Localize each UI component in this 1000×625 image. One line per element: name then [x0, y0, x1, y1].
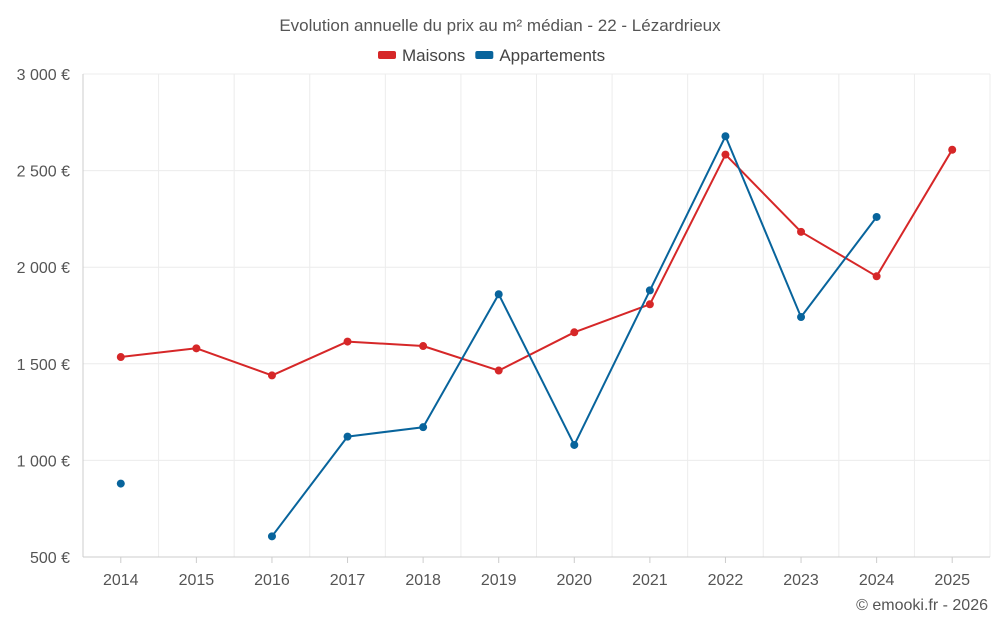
data-point-maisons-2022[interactable] [721, 150, 730, 159]
data-point-appartements-2016[interactable] [267, 532, 276, 541]
x-tick-label: 2015 [179, 572, 215, 589]
y-tick-label: 3 000 € [17, 67, 70, 84]
data-point-maisons-2014[interactable] [116, 353, 125, 362]
x-tick-label: 2019 [481, 572, 517, 589]
data-point-appartements-2022[interactable] [721, 132, 730, 141]
data-point-maisons-2017[interactable] [343, 337, 352, 346]
grid [83, 73, 991, 557]
x-tick-label: 2024 [859, 572, 895, 589]
y-tick-label: 2 500 € [17, 164, 70, 181]
data-point-appartements-2023[interactable] [797, 313, 806, 322]
data-point-appartements-2017[interactable] [343, 432, 352, 441]
data-point-maisons-2023[interactable] [797, 227, 806, 236]
data-point-maisons-2016[interactable] [267, 371, 276, 380]
data-point-maisons-2025[interactable] [948, 145, 957, 154]
credit-text: © emooki.fr - 2026 [856, 597, 988, 614]
data-point-appartements-2020[interactable] [570, 440, 579, 449]
data-point-maisons-2019[interactable] [494, 366, 503, 375]
legend-label: Appartements [499, 46, 605, 65]
y-tick-label: 1 500 € [17, 357, 70, 374]
data-point-appartements-2018[interactable] [419, 423, 428, 432]
legend-label: Maisons [402, 46, 465, 65]
legend-swatch [475, 51, 494, 59]
y-tick-label: 1 000 € [17, 453, 70, 470]
x-tick-label: 2017 [330, 572, 366, 589]
data-point-appartements-2024[interactable] [872, 212, 881, 221]
legend-item-maisons[interactable]: Maisons [378, 46, 465, 65]
series-group [116, 132, 957, 541]
data-point-maisons-2021[interactable] [645, 300, 654, 309]
data-point-maisons-2024[interactable] [872, 272, 881, 281]
chart-title: Evolution annuelle du prix au m² médian … [279, 16, 721, 35]
x-tick-label: 2022 [708, 572, 744, 589]
x-tick-label: 2016 [254, 572, 290, 589]
data-point-appartements-2014[interactable] [116, 479, 125, 488]
axes: 500 € 1 000 € 1 500 € 2 000 € 2 500 € 3 000 €… [17, 67, 990, 589]
legend-swatch [378, 51, 396, 59]
data-point-maisons-2018[interactable] [419, 342, 428, 351]
y-tick-label: 500 € [30, 550, 70, 567]
legend: Maisons Appartements [378, 46, 605, 65]
data-point-maisons-2015[interactable] [192, 344, 201, 353]
data-point-appartements-2019[interactable] [494, 290, 503, 299]
x-tick-label: 2021 [632, 572, 668, 589]
legend-item-appartements[interactable]: Appartements [475, 46, 605, 65]
y-tick-label: 2 000 € [17, 260, 70, 277]
x-tick-label: 2018 [405, 572, 441, 589]
x-tick-label: 2014 [103, 572, 139, 589]
x-tick-label: 2020 [556, 572, 592, 589]
data-point-appartements-2021[interactable] [645, 286, 654, 295]
x-tick-label: 2023 [783, 572, 819, 589]
series-line-maisons [120, 149, 954, 377]
data-point-maisons-2020[interactable] [570, 328, 579, 337]
x-tick-label: 2025 [934, 572, 970, 589]
